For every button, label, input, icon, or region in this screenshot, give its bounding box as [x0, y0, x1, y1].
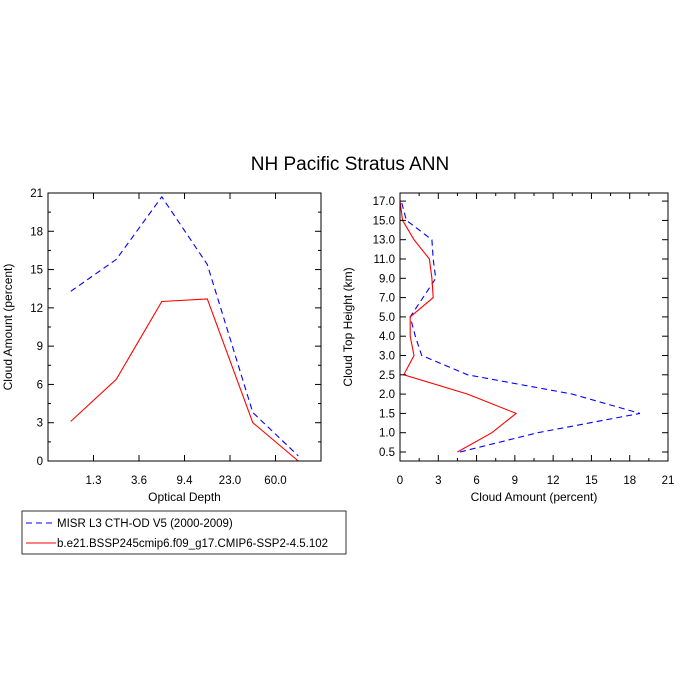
right-y-tick-label: 9.0	[379, 273, 395, 285]
left-x-axis-label: Optical Depth	[148, 490, 221, 504]
right-y-tick-label: 2.5	[379, 370, 395, 382]
right-x-tick-label: 12	[547, 475, 560, 487]
right-y-tick-label: 17.0	[373, 196, 395, 208]
right-y-tick-label: 5.0	[379, 312, 395, 324]
legend-label-misr: MISR L3 CTH-OD V5 (2000-2009)	[57, 518, 233, 530]
right-y-tick-label: 4.0	[379, 331, 395, 343]
right-y-tick-label: 3.0	[379, 351, 395, 363]
right-y-tick-label: 7.0	[379, 293, 395, 305]
left-x-tick-label: 60.0	[264, 475, 286, 487]
right-y-tick-label: 11.0	[373, 254, 395, 266]
right-series-model-line	[399, 201, 518, 453]
right-y-tick-label: 2.0	[379, 389, 395, 401]
right-y-tick-label: 15.0	[373, 215, 395, 227]
left-x-tick-label: 1.3	[86, 475, 102, 487]
right-y-tick-label: 13.0	[373, 235, 395, 247]
right-x-tick-label: 6	[473, 475, 479, 487]
right-y-tick-label: 1.5	[379, 408, 395, 420]
left-y-tick-label: 15	[30, 265, 43, 277]
left-y-tick-label: 9	[37, 341, 43, 353]
left-x-tick-label: 9.4	[177, 475, 194, 487]
right-series-misr-line	[400, 200, 641, 453]
right-x-tick-label: 21	[662, 475, 675, 487]
right-x-tick-label: 0	[397, 475, 403, 487]
figure-title: NH Pacific Stratus ANN	[251, 154, 450, 175]
left-y-tick-label: 12	[30, 303, 43, 315]
left-x-tick-label: 3.6	[131, 475, 147, 487]
right-x-axis-label: Cloud Amount (percent)	[471, 490, 598, 504]
left-series-misr-line	[70, 195, 299, 457]
right-x-tick-label: 18	[623, 475, 636, 487]
left-y-tick-label: 18	[30, 226, 43, 238]
legend-label-model: b.e21.BSSP245cmip6.f09_g17.CMIP6-SSP2-4.…	[57, 538, 328, 550]
left-series-model-line	[70, 298, 299, 462]
left-plot-frame	[47, 192, 322, 462]
left-y-axis-label: Cloud Amount (percent)	[1, 264, 15, 391]
right-x-tick-label: 15	[585, 475, 598, 487]
right-y-tick-label: 1.0	[379, 428, 395, 440]
left-y-tick-label: 6	[37, 379, 43, 391]
left-y-tick-label: 0	[37, 456, 43, 468]
left-x-tick-label: 23.0	[219, 475, 241, 487]
legend-box	[21, 510, 347, 555]
left-y-tick-label: 21	[30, 188, 43, 200]
right-y-axis-label: Cloud Top Height (km)	[341, 267, 355, 386]
right-plot-frame	[399, 192, 669, 462]
left-y-tick-label: 3	[37, 418, 43, 430]
right-x-tick-label: 3	[435, 475, 441, 487]
right-y-tick-label: 0.5	[379, 447, 395, 459]
right-x-tick-label: 9	[512, 475, 518, 487]
